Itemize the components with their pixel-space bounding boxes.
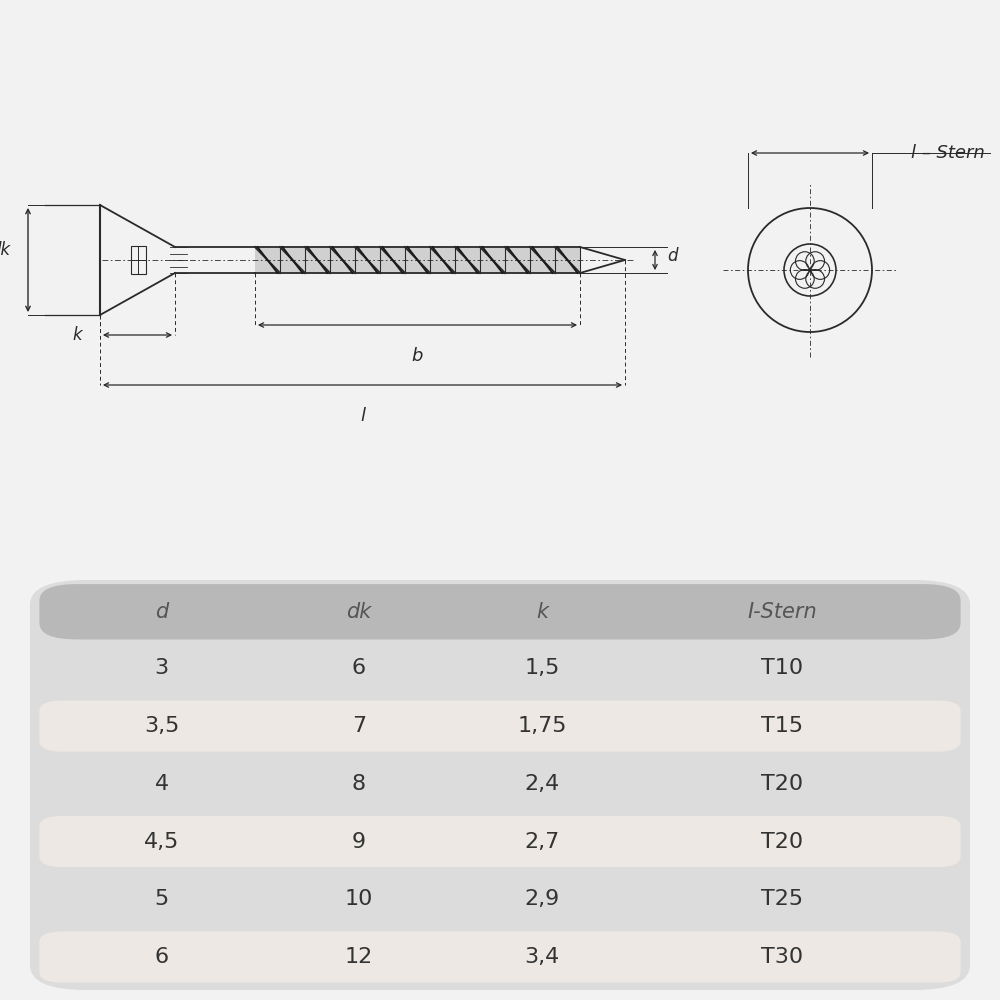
- Polygon shape: [255, 247, 280, 270]
- Text: b: b: [412, 347, 423, 365]
- Polygon shape: [355, 247, 380, 270]
- Polygon shape: [405, 247, 430, 270]
- Polygon shape: [280, 247, 305, 273]
- Polygon shape: [505, 247, 530, 273]
- Text: d: d: [155, 602, 168, 622]
- Polygon shape: [480, 250, 505, 273]
- Polygon shape: [480, 247, 505, 273]
- Polygon shape: [405, 247, 430, 273]
- Text: d: d: [667, 247, 678, 265]
- Polygon shape: [305, 247, 330, 273]
- Text: 4: 4: [155, 774, 169, 794]
- Polygon shape: [305, 247, 330, 270]
- Polygon shape: [430, 247, 455, 273]
- FancyBboxPatch shape: [39, 700, 961, 752]
- Polygon shape: [380, 250, 405, 273]
- Polygon shape: [255, 250, 280, 273]
- Text: 5: 5: [154, 889, 169, 909]
- Text: 1,75: 1,75: [518, 716, 567, 736]
- Text: 2,7: 2,7: [525, 832, 560, 852]
- Polygon shape: [455, 247, 480, 270]
- Polygon shape: [430, 247, 455, 270]
- Polygon shape: [330, 247, 355, 270]
- FancyBboxPatch shape: [39, 816, 961, 867]
- Text: T30: T30: [761, 947, 803, 967]
- Polygon shape: [530, 247, 555, 273]
- Text: k: k: [72, 326, 82, 344]
- Polygon shape: [355, 247, 380, 273]
- Polygon shape: [505, 250, 530, 273]
- Polygon shape: [555, 250, 580, 273]
- Text: T25: T25: [761, 889, 803, 909]
- Polygon shape: [405, 250, 430, 273]
- Polygon shape: [455, 250, 480, 273]
- FancyBboxPatch shape: [30, 580, 970, 990]
- Text: 10: 10: [345, 889, 373, 909]
- Text: T20: T20: [761, 774, 803, 794]
- Polygon shape: [455, 247, 480, 273]
- Text: 3,5: 3,5: [144, 716, 179, 736]
- Text: 3,4: 3,4: [525, 947, 560, 967]
- Polygon shape: [305, 250, 330, 273]
- Polygon shape: [480, 247, 505, 270]
- Text: 3: 3: [155, 658, 169, 678]
- Text: dk: dk: [346, 602, 372, 622]
- Text: T15: T15: [761, 716, 803, 736]
- Text: l – Stern: l – Stern: [911, 144, 985, 162]
- Polygon shape: [530, 250, 555, 273]
- Text: 1,5: 1,5: [525, 658, 560, 678]
- Text: l: l: [360, 407, 365, 425]
- Polygon shape: [255, 247, 280, 273]
- Text: T20: T20: [761, 832, 803, 852]
- Polygon shape: [430, 250, 455, 273]
- Polygon shape: [280, 247, 305, 270]
- Polygon shape: [355, 250, 380, 273]
- Text: 12: 12: [345, 947, 373, 967]
- Text: 6: 6: [155, 947, 169, 967]
- Polygon shape: [380, 247, 405, 270]
- Polygon shape: [330, 247, 355, 273]
- FancyBboxPatch shape: [39, 931, 961, 983]
- Polygon shape: [380, 247, 405, 273]
- Text: 8: 8: [352, 774, 366, 794]
- Polygon shape: [330, 250, 355, 273]
- Polygon shape: [530, 247, 555, 270]
- Polygon shape: [555, 247, 580, 273]
- Bar: [130, 246, 146, 274]
- Polygon shape: [280, 250, 305, 273]
- Text: dk: dk: [0, 241, 10, 259]
- Text: 4,5: 4,5: [144, 832, 179, 852]
- Text: I-Stern: I-Stern: [747, 602, 817, 622]
- Polygon shape: [505, 247, 530, 270]
- Text: T10: T10: [761, 658, 803, 678]
- FancyBboxPatch shape: [39, 584, 961, 639]
- Text: 6: 6: [352, 658, 366, 678]
- Text: 9: 9: [352, 832, 366, 852]
- Text: 2,9: 2,9: [525, 889, 560, 909]
- Text: 2,4: 2,4: [525, 774, 560, 794]
- Text: k: k: [536, 602, 548, 622]
- Text: 7: 7: [352, 716, 366, 736]
- Polygon shape: [555, 247, 580, 270]
